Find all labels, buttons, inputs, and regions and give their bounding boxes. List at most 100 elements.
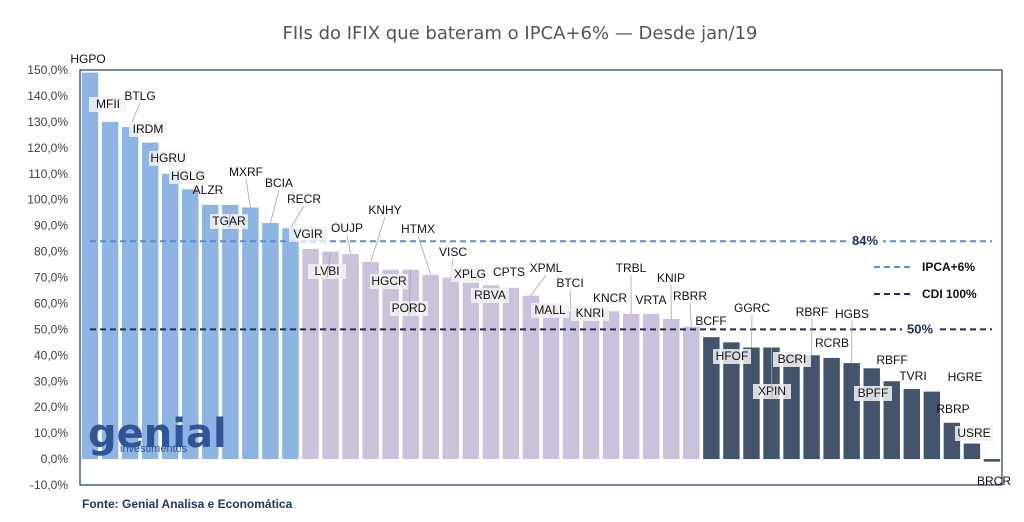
y-tick-label: 100,0% [27, 193, 68, 207]
reference-label: 84% [852, 233, 878, 248]
bar-label-bg [89, 97, 127, 112]
bar-xplg [462, 282, 480, 460]
bar-label-irdm: IRDM [133, 122, 164, 136]
y-tick-label: 10,0% [34, 426, 68, 440]
legend: IPCA+6% CDI 100% [874, 260, 977, 301]
bar-label-knhy: KNHY [368, 203, 401, 217]
bar-xpml [522, 295, 540, 460]
bar-btlg [121, 127, 139, 460]
bar-hgbs [843, 363, 860, 460]
leader-line [417, 235, 432, 276]
y-tick-label: 20,0% [34, 400, 68, 414]
bar-label-xplg: XPLG [454, 267, 486, 281]
bar-label-cpts: CPTS [493, 265, 525, 279]
bar-label-bg [370, 274, 408, 289]
bar-lvbi [322, 251, 339, 460]
bar-label-rbrf: RBRF [796, 305, 829, 319]
bar-tgar [222, 204, 239, 460]
bar-label-bg [773, 352, 811, 367]
bar-label-bg [531, 303, 569, 318]
bar-label-hgcr: HGCR [371, 274, 407, 288]
bar-label-htmx: HTMX [401, 222, 435, 236]
bar-hgre [923, 391, 941, 460]
bar-htmx [422, 274, 439, 460]
leader-line [270, 189, 280, 224]
y-tick-label: -10,0% [30, 478, 68, 492]
bar-label-rbrp: RBRP [936, 402, 969, 416]
bar-label-hgre: HGRE [948, 370, 983, 384]
y-tick-label: 130,0% [27, 115, 68, 129]
bar-label-knip: KNIP [657, 271, 685, 285]
bar-visc [442, 277, 460, 460]
bar-label-bg [169, 169, 207, 184]
bar-label-bg [149, 151, 187, 166]
bar-knri [582, 319, 600, 460]
bar-label-ggrc: GGRC [734, 301, 770, 315]
y-tick-label: 120,0% [27, 141, 68, 155]
y-tick-label: 40,0% [34, 348, 68, 362]
bar-label-oujp: OUJP [331, 221, 363, 235]
bar-vgir [302, 248, 319, 460]
bar-labels: HGPOMFIIBTLGIRDMHGRUHGLGALZRTGARMXRFBCIA… [70, 52, 1011, 488]
bar-hglg [182, 189, 199, 460]
bar-label-btlg: BTLG [124, 89, 155, 103]
y-axis-ticks: -10,0% 0,0% 10,0% 20,0% 30,0% 40,0% 50,0% 60,0%… [27, 63, 68, 492]
bars [81, 72, 1001, 462]
bar-mfii [101, 121, 119, 460]
bar-label-tvri: TVRI [899, 369, 926, 383]
leader-line [751, 314, 753, 348]
bar-label-bg [955, 426, 993, 441]
bar-rbva [482, 285, 500, 460]
reference-label: 50% [907, 321, 933, 336]
bar-label-bg [451, 267, 489, 282]
bar-label-kncr: KNCR [593, 291, 627, 305]
bar-bcri [783, 355, 800, 460]
y-tick-label: 30,0% [34, 374, 68, 388]
bar-alzr [202, 204, 219, 460]
leader-line [530, 274, 547, 296]
bar-label-bcri: BCRI [778, 352, 807, 366]
leader-line [370, 216, 386, 263]
y-tick-label: 110,0% [28, 167, 68, 181]
bar-label-hgru: HGRU [150, 151, 185, 165]
bar-label-vrta: VRTA [636, 293, 667, 307]
bar-oujp [342, 254, 359, 460]
bar-label-bcff: BCFF [695, 314, 726, 328]
bar-label-bg [471, 288, 509, 303]
bar-label-bcia: BCIA [265, 176, 293, 190]
bar-pord [402, 269, 419, 460]
bar-btci [562, 311, 580, 460]
genial-logo: genial investimentos [88, 411, 227, 457]
leader-line [245, 178, 251, 208]
bar-label-bg [713, 349, 751, 364]
bar-rbrf [803, 355, 820, 460]
bar-rbff [863, 368, 880, 460]
bar-label-trbl: TRBL [616, 261, 647, 275]
bar-label-rcrb: RCRB [815, 336, 849, 350]
bar-ggrc [743, 347, 760, 460]
bar-label-knri: KNRI [576, 306, 605, 320]
logo-subtext: investimentos [120, 443, 188, 455]
reference-label-bg [847, 232, 883, 249]
y-tick-label: 70,0% [34, 271, 68, 285]
bar-label-bg [854, 386, 892, 401]
bar-label-mall: MALL [534, 303, 566, 317]
bar-label-bg [289, 227, 327, 242]
bar-label-hglg: HGLG [171, 169, 205, 183]
chart-title: FIIs do IFIX que bateram o IPCA+6% — Des… [283, 23, 758, 44]
bar-brcr [983, 459, 1001, 462]
bar-label-vgir: VGIR [293, 227, 323, 241]
leader-line [569, 289, 572, 312]
y-tick-label: 140,0% [27, 89, 68, 103]
bar-label-alzr: ALZR [193, 183, 224, 197]
bar-label-usre: USRE [957, 426, 990, 440]
bar-knip [663, 319, 680, 460]
bar-label-xpml: XPML [530, 261, 563, 275]
bar-label-bpff: BPFF [858, 386, 889, 400]
y-tick-label: 60,0% [34, 296, 68, 310]
leader-line [290, 205, 305, 229]
bar-vrta [643, 313, 660, 460]
plot-frame [79, 69, 1003, 486]
leader-line [689, 302, 692, 327]
